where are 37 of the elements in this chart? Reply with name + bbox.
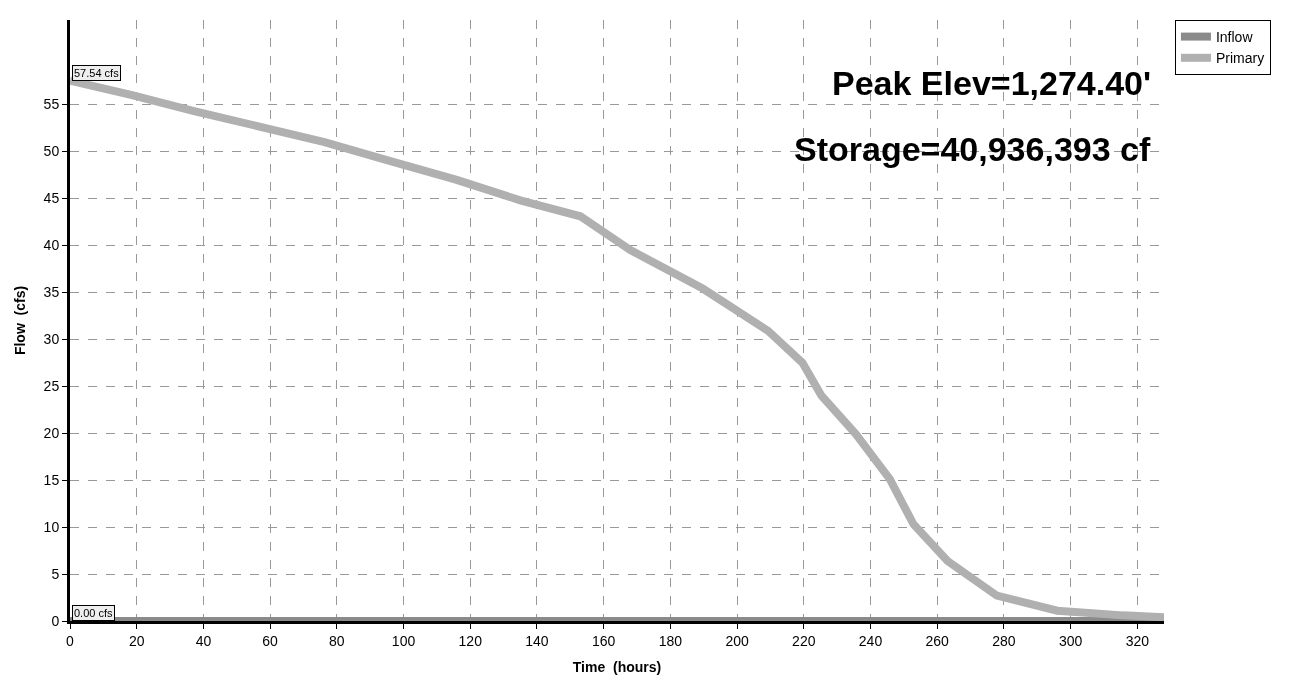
x-tick-label: 180 <box>658 632 683 649</box>
annotation: Peak Elev=1,274.40' <box>832 64 1152 102</box>
y-tick-label: 15 <box>43 472 60 489</box>
x-tick-label: 60 <box>262 632 279 649</box>
x-tick-label: 320 <box>1125 632 1150 649</box>
x-tick-label: 280 <box>992 632 1016 649</box>
annotation: Storage=40,936,393 cf <box>794 130 1151 168</box>
annotation: 0.00 cfs <box>74 607 114 619</box>
y-tick-label: 0 <box>51 612 60 629</box>
x-tick-label: 20 <box>128 632 145 649</box>
y-tick-label: 5 <box>51 565 60 582</box>
y-tick-label: 35 <box>43 284 60 301</box>
y-tick-label: 10 <box>43 518 60 535</box>
x-tick-label: 0 <box>66 632 75 649</box>
legend-label: Inflow <box>1215 29 1254 46</box>
x-tick-label: 120 <box>458 632 483 649</box>
y-tick-label: 50 <box>43 143 60 160</box>
y-axis-title: Flow (cfs) <box>12 285 29 356</box>
x-tick-label: 140 <box>525 632 549 649</box>
x-tick-label: 160 <box>591 632 616 649</box>
x-tick-label: 220 <box>792 632 816 649</box>
x-axis-title: Time (hours) <box>572 659 662 676</box>
y-tick-label: 30 <box>43 331 60 348</box>
y-tick-label: 40 <box>43 237 60 254</box>
y-tick-label: 25 <box>43 378 60 395</box>
y-tick-label: 55 <box>43 96 60 113</box>
x-tick-label: 240 <box>858 632 883 649</box>
x-tick-label: 300 <box>1058 632 1083 649</box>
x-tick-label: 40 <box>195 632 212 649</box>
y-tick-label: 20 <box>43 425 60 442</box>
x-tick-label: 260 <box>925 632 950 649</box>
x-tick-label: 200 <box>725 632 749 649</box>
legend-label: Primary <box>1215 50 1265 67</box>
x-tick-label: 100 <box>391 632 416 649</box>
annotation: 57.54 cfs <box>74 67 120 79</box>
x-tick-label: 80 <box>329 632 345 649</box>
y-tick-label: 45 <box>43 190 60 207</box>
